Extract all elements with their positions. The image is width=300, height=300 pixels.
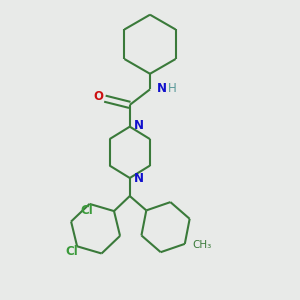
Text: N: N: [134, 172, 144, 185]
Text: N: N: [157, 82, 167, 95]
Text: Cl: Cl: [65, 245, 78, 258]
Text: O: O: [93, 90, 103, 103]
Text: Cl: Cl: [80, 204, 93, 217]
Text: H: H: [168, 82, 177, 95]
Text: N: N: [134, 119, 144, 132]
Text: CH₃: CH₃: [193, 240, 212, 250]
